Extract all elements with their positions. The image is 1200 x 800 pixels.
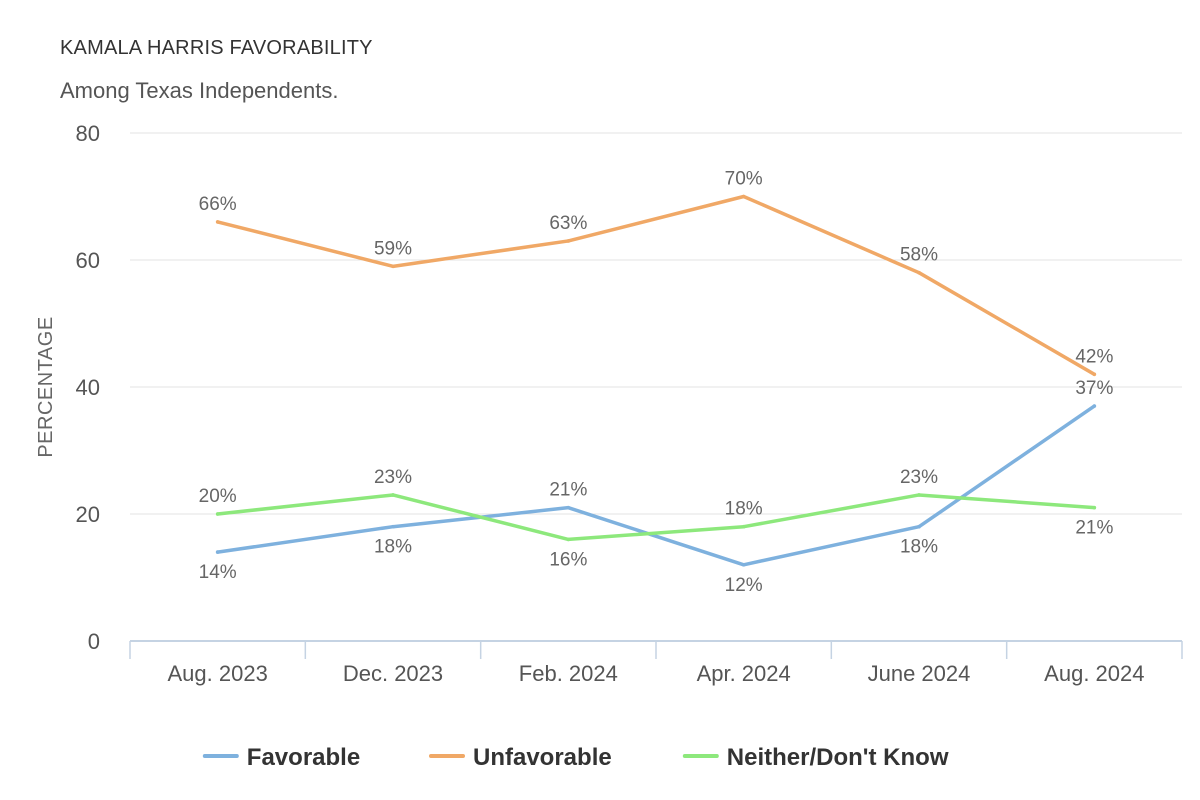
series-line xyxy=(215,404,1097,567)
x-tick-label: Dec. 2023 xyxy=(343,661,443,686)
data-label: 21% xyxy=(549,480,587,501)
y-axis-label: PERCENTAGE xyxy=(35,316,57,457)
chart-subtitle: Among Texas Independents. xyxy=(60,78,339,103)
data-point xyxy=(1092,505,1097,510)
data-point xyxy=(215,220,220,224)
legend-label: Neither/Don't Know xyxy=(727,744,949,771)
data-label: 23% xyxy=(900,467,938,488)
data-label: 23% xyxy=(374,467,412,488)
data-label: 58% xyxy=(900,245,938,266)
data-label: 12% xyxy=(725,575,763,596)
x-tick-label: Apr. 2024 xyxy=(697,661,791,686)
data-point xyxy=(917,270,921,275)
data-point xyxy=(566,505,571,510)
x-tick-label: Feb. 2024 xyxy=(519,661,618,686)
y-tick-label: 80 xyxy=(76,121,100,146)
x-tick-label: June 2024 xyxy=(868,661,971,686)
data-point xyxy=(566,239,571,243)
y-tick-label: 0 xyxy=(88,629,100,654)
data-label: 18% xyxy=(900,537,938,558)
data-point xyxy=(917,493,921,497)
data-point xyxy=(391,524,395,529)
series-line xyxy=(215,493,1097,542)
data-label: 16% xyxy=(549,549,587,570)
y-tick-label: 20 xyxy=(76,502,100,527)
data-label: 18% xyxy=(374,537,412,558)
data-label: 21% xyxy=(1075,518,1113,539)
gridlines xyxy=(130,132,1182,515)
data-point xyxy=(1092,372,1097,377)
data-point xyxy=(741,563,746,567)
x-tick-label: Aug. 2024 xyxy=(1044,661,1144,686)
data-label: 42% xyxy=(1075,346,1113,367)
data-label: 70% xyxy=(725,169,763,190)
data-label: 59% xyxy=(374,238,412,259)
legend-label: Unfavorable xyxy=(473,744,612,771)
data-point xyxy=(391,493,395,497)
data-point xyxy=(566,537,571,542)
data-point xyxy=(741,524,746,529)
data-labels: 14% 18% 21% 12% 18% 37% 66% 59% 63% 70% 58% 42% 20% 2… xyxy=(199,169,1114,596)
data-point xyxy=(391,264,395,269)
data-point xyxy=(215,550,220,554)
data-label: 66% xyxy=(199,194,237,215)
data-label: 63% xyxy=(549,213,587,234)
data-point xyxy=(917,524,921,529)
x-axis xyxy=(129,640,1183,659)
legend-label: Favorable xyxy=(247,744,360,771)
legend: Favorable Unfavorable Neither/Don't Know xyxy=(202,744,949,771)
series-lines xyxy=(215,194,1097,567)
data-label: 37% xyxy=(1075,378,1113,399)
data-label: 14% xyxy=(199,562,237,583)
data-point xyxy=(1092,404,1097,408)
series-line xyxy=(215,194,1097,377)
x-tick-label: Aug. 2023 xyxy=(168,661,268,686)
data-point xyxy=(741,194,746,199)
y-tick-label: 60 xyxy=(76,248,100,273)
y-axis-ticks: 0 20 40 60 80 xyxy=(76,121,100,654)
data-label: 18% xyxy=(725,499,763,520)
data-point xyxy=(215,512,220,516)
x-axis-ticks: Aug. 2023 Dec. 2023 Feb. 2024 Apr. 2024 June… xyxy=(168,661,1145,686)
y-tick-label: 40 xyxy=(76,375,100,400)
chart-title: KAMALA HARRIS FAVORABILITY xyxy=(60,37,373,59)
data-label: 20% xyxy=(199,486,237,507)
